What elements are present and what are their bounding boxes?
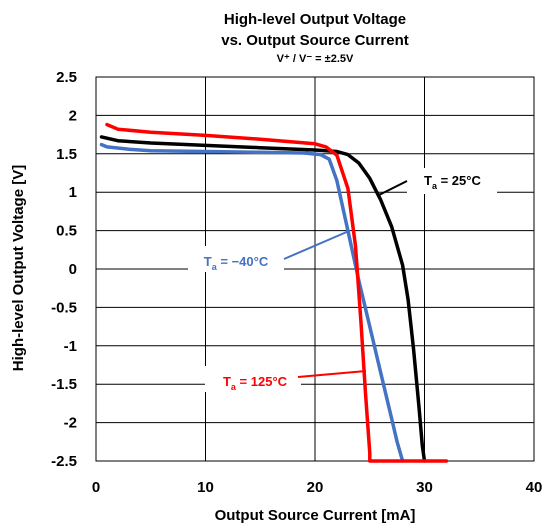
y-tick-label: 2.5 <box>56 69 77 86</box>
series-group <box>99 122 449 463</box>
y-tick-label: -2 <box>64 415 77 432</box>
y-tick-label: 0.5 <box>56 223 77 240</box>
series-line-1 <box>99 142 405 463</box>
series-label-1: Ta = −40°C <box>204 254 269 272</box>
y-tick-label: 0 <box>69 261 77 278</box>
y-tick-label: -2.5 <box>51 453 77 470</box>
y-tick-label: -0.5 <box>51 299 77 316</box>
series-leader-1 <box>283 230 350 260</box>
series-label-0: Ta = 25°C <box>424 173 481 191</box>
chart-subtitle: V⁺ / V⁻ = ±2.5V <box>277 53 354 65</box>
y-axis-ticks: 2.5 2 1.5 1 0.5 0 -0.5 -1 -1.5 -2 -2.5 <box>51 69 77 470</box>
chart-title: High-level Output Voltage <box>224 11 406 28</box>
x-tick-label: 20 <box>307 479 324 496</box>
x-tick-label: 40 <box>526 479 543 496</box>
x-axis-label: Output Source Current [mA] <box>215 507 416 524</box>
series-line-0 <box>99 135 427 463</box>
y-tick-label: -1.5 <box>51 376 77 393</box>
y-tick-label: 1 <box>69 184 77 201</box>
series-label-bg-0 <box>407 168 497 194</box>
chart-title-line2: vs. Output Source Current <box>221 32 409 49</box>
y-tick-label: 1.5 <box>56 146 77 163</box>
series-labels: Ta = 25°C Ta = −40°C Ta = 125°C <box>188 168 497 392</box>
x-tick-label: 10 <box>197 479 214 496</box>
series-label-bg-2 <box>205 366 301 392</box>
series-leader-2 <box>297 370 367 378</box>
y-axis-label: High-level Output Voltage [V] <box>10 165 27 371</box>
series-leader-0 <box>376 180 408 197</box>
series-label-bg-1 <box>188 246 284 272</box>
y-tick-label: 2 <box>69 107 77 124</box>
x-axis-ticks: 0 10 20 30 40 <box>92 479 543 496</box>
y-tick-label: -1 <box>64 338 77 355</box>
x-tick-label: 0 <box>92 479 100 496</box>
series-line-2 <box>105 122 449 463</box>
x-tick-label: 30 <box>416 479 433 496</box>
series-label-2: Ta = 125°C <box>223 374 288 392</box>
